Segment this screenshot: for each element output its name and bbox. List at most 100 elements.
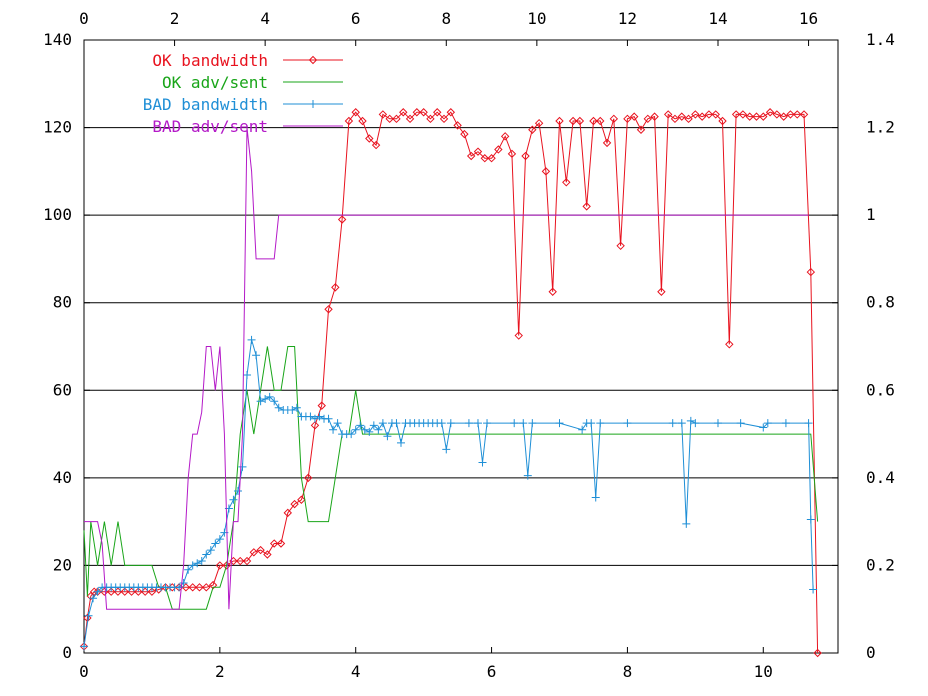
data-point <box>184 565 193 574</box>
data-point <box>446 419 455 428</box>
data-point <box>283 508 292 518</box>
data-point <box>344 116 354 126</box>
data-point <box>378 419 387 428</box>
data-point <box>609 114 619 124</box>
data-point <box>650 112 659 121</box>
x-bottom-tick-label: 6 <box>487 662 497 681</box>
data-point <box>206 546 215 555</box>
series-line <box>84 127 809 610</box>
data-point <box>528 125 537 134</box>
data-point <box>439 114 449 124</box>
data-point <box>188 583 197 592</box>
y-left-tick-label: 140 <box>43 30 72 49</box>
data-point <box>290 499 299 509</box>
series-3 <box>84 127 809 610</box>
data-point <box>813 648 822 658</box>
data-point <box>147 587 157 596</box>
data-point <box>329 425 338 434</box>
data-point <box>793 110 802 119</box>
data-point <box>736 419 745 428</box>
data-point <box>745 112 754 121</box>
data-point <box>809 585 818 594</box>
data-point <box>202 550 211 559</box>
x-bottom-tick-label: 8 <box>623 662 633 681</box>
data-point <box>222 561 231 570</box>
series-layer <box>79 108 822 658</box>
data-point <box>684 114 693 124</box>
data-point <box>686 416 695 425</box>
data-point <box>263 550 272 559</box>
data-point <box>473 147 483 156</box>
data-point <box>310 414 319 423</box>
legend-marker <box>309 100 317 108</box>
data-point <box>385 114 394 124</box>
data-point <box>677 419 686 428</box>
data-point <box>193 559 202 568</box>
data-point <box>437 419 446 428</box>
data-point <box>519 419 528 428</box>
data-point <box>197 557 206 566</box>
data-point <box>568 116 578 126</box>
data-point <box>623 114 632 124</box>
data-point <box>365 134 374 143</box>
data-point <box>426 114 435 124</box>
data-point <box>324 305 333 314</box>
series-line <box>83 339 814 647</box>
data-point <box>317 401 326 410</box>
data-point <box>249 548 259 557</box>
legend-label: BAD adv/sent <box>152 117 268 136</box>
data-point <box>188 561 197 570</box>
data-point <box>507 149 517 159</box>
data-point <box>779 112 788 121</box>
data-point <box>483 419 492 428</box>
data-point <box>229 495 238 504</box>
data-point <box>759 112 768 121</box>
data-point <box>596 419 605 428</box>
y-right-tick-label: 0.2 <box>866 555 895 574</box>
data-point <box>247 335 256 344</box>
data-point <box>541 167 551 176</box>
data-point <box>360 425 369 434</box>
data-point <box>238 462 247 471</box>
data-point <box>786 110 795 119</box>
y-left-tick-label: 0 <box>62 643 72 662</box>
data-point <box>93 587 102 596</box>
data-point <box>274 403 283 412</box>
data-point <box>80 642 88 651</box>
data-point <box>315 412 324 421</box>
data-point <box>331 283 340 292</box>
legend-label: BAD bandwidth <box>143 95 268 114</box>
data-point <box>433 108 442 117</box>
data-point <box>374 425 383 434</box>
data-point <box>464 419 473 428</box>
data-point <box>682 519 691 528</box>
data-point <box>616 241 625 251</box>
data-point <box>392 114 401 124</box>
data-point <box>233 486 242 495</box>
data-point <box>242 556 252 566</box>
data-point <box>657 287 666 296</box>
y-left-tick-label: 20 <box>53 555 72 574</box>
data-point <box>738 110 748 119</box>
data-point <box>106 587 116 596</box>
data-point <box>668 419 677 428</box>
data-point <box>179 578 188 587</box>
data-point <box>365 427 374 436</box>
data-point <box>759 423 768 432</box>
data-point <box>473 419 482 428</box>
data-point <box>494 145 503 154</box>
data-point <box>562 178 571 187</box>
data-point <box>587 419 596 428</box>
data-point <box>371 140 381 150</box>
data-point <box>351 108 360 117</box>
data-point <box>195 583 204 592</box>
data-point <box>202 583 211 592</box>
data-point <box>324 414 333 423</box>
data-point <box>256 545 265 555</box>
data-point <box>303 473 313 483</box>
data-point <box>521 151 530 161</box>
data-point <box>752 112 761 121</box>
data-point <box>383 432 392 441</box>
data-point <box>89 594 98 603</box>
